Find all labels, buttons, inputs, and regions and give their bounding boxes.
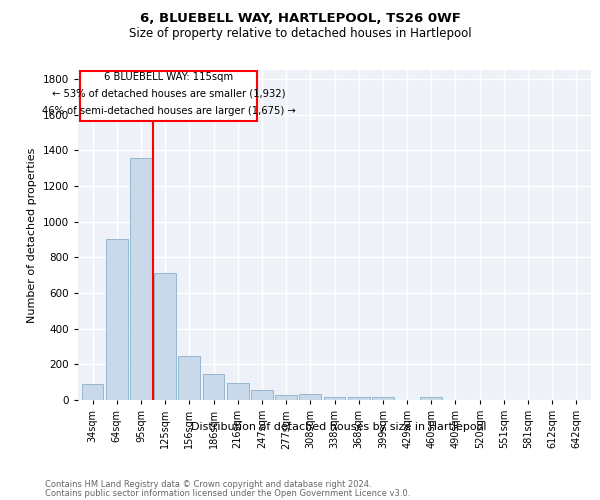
Bar bbox=[323, 397, 346, 400]
Bar bbox=[154, 274, 176, 400]
Text: Size of property relative to detached houses in Hartlepool: Size of property relative to detached ho… bbox=[128, 28, 472, 40]
Text: Contains public sector information licensed under the Open Government Licence v3: Contains public sector information licen… bbox=[45, 488, 410, 498]
Text: Contains HM Land Registry data © Crown copyright and database right 2024.: Contains HM Land Registry data © Crown c… bbox=[45, 480, 371, 489]
Bar bbox=[178, 356, 200, 400]
Bar bbox=[275, 395, 297, 400]
FancyBboxPatch shape bbox=[80, 71, 257, 121]
Bar bbox=[299, 394, 321, 400]
Text: 6, BLUEBELL WAY, HARTLEPOOL, TS26 0WF: 6, BLUEBELL WAY, HARTLEPOOL, TS26 0WF bbox=[140, 12, 460, 26]
Y-axis label: Number of detached properties: Number of detached properties bbox=[27, 148, 37, 322]
Bar bbox=[203, 374, 224, 400]
Bar bbox=[372, 398, 394, 400]
Bar bbox=[106, 238, 128, 400]
Text: 46% of semi-detached houses are larger (1,675) →: 46% of semi-detached houses are larger (… bbox=[42, 106, 296, 116]
Bar bbox=[130, 158, 152, 400]
Bar bbox=[227, 383, 248, 400]
Text: Distribution of detached houses by size in Hartlepool: Distribution of detached houses by size … bbox=[191, 422, 487, 432]
Bar bbox=[421, 397, 442, 400]
Text: 6 BLUEBELL WAY: 115sqm: 6 BLUEBELL WAY: 115sqm bbox=[104, 72, 233, 83]
Bar bbox=[82, 384, 103, 400]
Bar bbox=[348, 398, 370, 400]
Bar bbox=[251, 390, 273, 400]
Text: ← 53% of detached houses are smaller (1,932): ← 53% of detached houses are smaller (1,… bbox=[52, 89, 286, 99]
